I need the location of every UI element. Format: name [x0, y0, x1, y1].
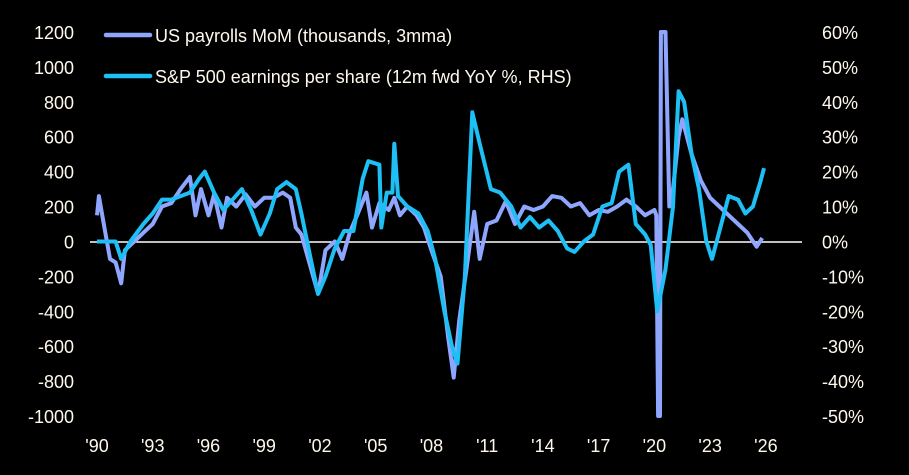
- y-right-tick-label: 30%: [822, 128, 858, 148]
- y-right-tick-label: -20%: [822, 302, 864, 322]
- x-tick-label: '96: [197, 436, 220, 456]
- x-tick-label: '14: [531, 436, 554, 456]
- y-left-tick-label: 1000: [34, 58, 74, 78]
- y-left-tick-label: 400: [44, 163, 74, 183]
- x-tick-label: '17: [587, 436, 610, 456]
- y-right-tick-label: -10%: [822, 267, 864, 287]
- y-left-tick-label: -600: [38, 337, 74, 357]
- eps-line: [97, 89, 766, 366]
- y-left-tick-label: -400: [38, 302, 74, 322]
- y-right-tick-label: 50%: [822, 58, 858, 78]
- legend-label-payrolls: US payrolls MoM (thousands, 3mma): [155, 26, 452, 46]
- x-tick-label: '26: [754, 436, 777, 456]
- y-right-tick-label: 20%: [822, 163, 858, 183]
- y-right-tick-label: -50%: [822, 407, 864, 427]
- x-tick-label: '99: [252, 436, 275, 456]
- y-left-tick-label: 0: [64, 232, 74, 252]
- payrolls-line: [95, 30, 764, 418]
- y-left-tick-label: -200: [38, 267, 74, 287]
- y-right-tick-label: 0%: [822, 232, 848, 252]
- x-tick-label: '90: [85, 436, 108, 456]
- y-right-tick-label: 40%: [822, 93, 858, 113]
- x-tick-label: '08: [420, 436, 443, 456]
- y-left-tick-label: 800: [44, 93, 74, 113]
- x-tick-label: '02: [308, 436, 331, 456]
- x-tick-label: '11: [476, 436, 498, 456]
- y-left-tick-label: -1000: [28, 407, 74, 427]
- left-axis-labels: 1200 1000 800 600 400 200 0 -200 -400 -600 -800 -10…: [28, 23, 74, 427]
- series-lines: [95, 30, 766, 418]
- y-right-tick-label: -40%: [822, 372, 864, 392]
- x-axis-labels: '90 '93 '96 '99 '02 '05 '08 '11 '14 '17 '20 '23 '26: [85, 436, 777, 456]
- y-left-tick-label: -800: [38, 372, 74, 392]
- y-right-tick-label: 10%: [822, 198, 858, 218]
- y-left-tick-label: 600: [44, 128, 74, 148]
- x-tick-label: '20: [643, 436, 666, 456]
- right-axis-labels: 60% 50% 40% 30% 20% 10% 0% -10% -20% -30% -40% -50%: [822, 23, 864, 427]
- legend: US payrolls MoM (thousands, 3mma) S&P 50…: [103, 26, 572, 87]
- x-tick-label: '05: [364, 436, 387, 456]
- legend-label-eps: S&P 500 earnings per share (12m fwd YoY …: [155, 67, 572, 87]
- x-tick-label: '23: [698, 436, 721, 456]
- y-left-tick-label: 1200: [34, 23, 74, 43]
- y-right-tick-label: -30%: [822, 337, 864, 357]
- x-tick-label: '93: [141, 436, 164, 456]
- y-left-tick-label: 200: [44, 198, 74, 218]
- y-right-tick-label: 60%: [822, 23, 858, 43]
